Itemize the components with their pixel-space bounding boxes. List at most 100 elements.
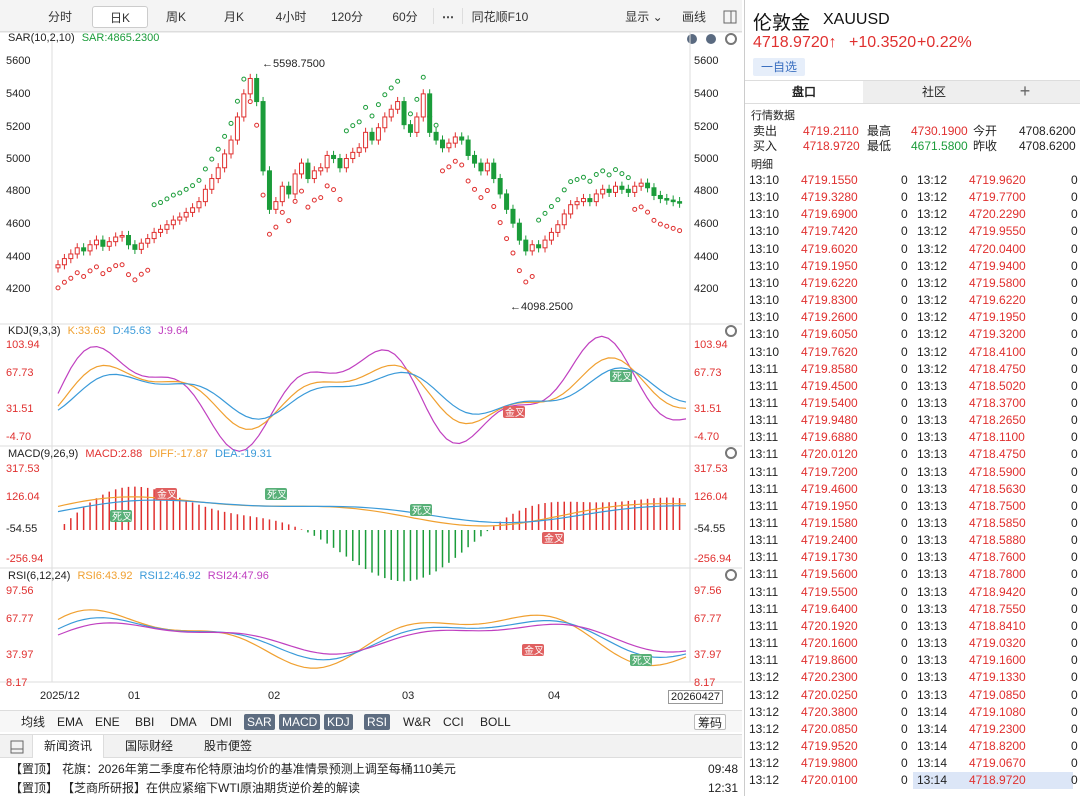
display-menu[interactable]: 显示 ⌄ <box>622 6 666 28</box>
tick-volume: 0 <box>901 653 908 668</box>
sar-dot <box>472 186 478 192</box>
indicator-tab-rsi[interactable]: RSI <box>364 714 391 730</box>
candle <box>299 162 305 175</box>
tick-price: 4719.6880 <box>801 430 858 445</box>
news-time: 12:31 <box>707 781 738 795</box>
tab-monthly-k[interactable]: 月K <box>223 10 244 24</box>
tab-news[interactable]: 新闻资讯 <box>32 735 104 758</box>
f10-button[interactable]: 同花顺F10 <box>471 10 529 24</box>
add-watchlist-button[interactable]: 一自选 <box>753 58 805 76</box>
sar-dot <box>350 123 356 129</box>
tick-price: 4719.1330 <box>969 670 1026 685</box>
candle <box>587 198 593 203</box>
candle <box>401 101 407 126</box>
macd-golden-cross-bg <box>155 488 177 500</box>
tick-volume: 0 <box>1071 584 1078 599</box>
indicator-tab-cci[interactable]: CCI <box>443 715 464 729</box>
tick-time: 13:11 <box>749 584 779 599</box>
tick-price: 4718.7800 <box>969 567 1026 582</box>
tick-volume: 0 <box>1071 293 1078 308</box>
candle <box>55 264 61 269</box>
draw-line-button[interactable]: 画线 <box>681 10 706 24</box>
sar-y-tick: 4800 <box>694 185 719 197</box>
sar-dot <box>529 273 535 279</box>
tick-price: 4719.9480 <box>801 413 858 428</box>
indicator-tab-dma[interactable]: DMA <box>170 715 197 729</box>
tab-stock-notes[interactable]: 股市便签 <box>203 739 252 753</box>
news-headline[interactable]: 花旗：2026年第二季度布伦特原油均价的基准情景预测上调至每桶110美元 <box>62 762 456 776</box>
zoom-in-icon <box>687 34 697 44</box>
tick-price: 4720.0400 <box>969 241 1026 256</box>
kline-chart[interactable]: ←5598.7500 ←4098.2500 死叉 金叉 死叉 金叉 死叉 死叉 金叉 金叉 死叉 S… <box>0 32 742 708</box>
tick-volume: 0 <box>901 327 908 342</box>
sar-dot <box>100 271 106 277</box>
pinned-tag: 【置顶】 <box>10 781 59 795</box>
sar-dot <box>548 204 554 210</box>
candle <box>93 239 99 246</box>
tick-volume: 0 <box>1071 618 1078 633</box>
kdj-y-tick: 103.94 <box>694 339 728 351</box>
sar-dot <box>202 166 208 172</box>
tab-order-book[interactable]: 盘口 <box>745 81 863 103</box>
add-tab-icon[interactable]: + <box>1019 81 1031 101</box>
sar-y-tick: 4800 <box>6 185 31 197</box>
news-item[interactable]: 【置顶】 【芝商所研报】在供应紧缩下WTI原油期货逆价差的解读 12:31 <box>0 779 742 796</box>
indicator-tab-bbi[interactable]: BBI <box>135 715 155 729</box>
sar-dot <box>580 174 586 180</box>
indicator-tab-sar[interactable]: SAR <box>244 714 275 730</box>
tick-volume: 0 <box>901 670 908 685</box>
tick-price: 4719.9400 <box>969 258 1026 273</box>
indicator-tab-wr[interactable]: W&R <box>403 715 431 729</box>
tick-price: 4719.6220 <box>969 293 1026 308</box>
tick-price: 4719.2400 <box>801 533 858 548</box>
tick-time: 13:13 <box>917 533 948 548</box>
rsi12: RSI12:46.92 <box>139 570 201 582</box>
tab-weekly-k[interactable]: 周K <box>165 10 186 24</box>
indicator-tab-[interactable]: 均线 <box>21 715 46 729</box>
news-headline[interactable]: 【芝商所研报】在供应紧缩下WTI原油期货逆价差的解读 <box>62 781 360 795</box>
indicator-tab-dmi[interactable]: DMI <box>210 715 232 729</box>
indicator-tab-kdj[interactable]: KDJ <box>324 714 353 730</box>
news-item[interactable]: 【置顶】 花旗：2026年第二季度布伦特原油均价的基准情景预测上调至每桶110美… <box>0 760 742 779</box>
sar-dot <box>119 262 125 268</box>
tab-4h[interactable]: 4小时 <box>275 10 307 24</box>
tick-price: 4718.5630 <box>969 481 1026 496</box>
x-tick-label: 20260427 <box>668 690 723 704</box>
candle <box>151 231 157 240</box>
candle <box>651 187 657 196</box>
indicator-tab-macd[interactable]: MACD <box>279 714 321 730</box>
more-periods-icon[interactable]: ⋯ <box>442 10 454 24</box>
tick-price: 4719.6400 <box>801 601 858 616</box>
indicator-tab-ene[interactable]: ENE <box>95 715 120 729</box>
tick-time: 13:10 <box>749 327 780 342</box>
tab-intl-finance[interactable]: 国际财经 <box>124 739 173 753</box>
tab-community[interactable]: 社区 <box>921 85 946 99</box>
sar-title: SAR(10,2,10) <box>8 32 75 44</box>
candle <box>606 188 612 193</box>
sar-dot <box>215 146 221 152</box>
tab-120m[interactable]: 120分 <box>330 10 364 24</box>
tab-daily-k[interactable]: 日K <box>92 6 148 28</box>
gear-icon <box>725 569 737 581</box>
tick-volume: 0 <box>1071 190 1078 205</box>
minimize-icon[interactable] <box>6 735 28 758</box>
tick-time: 13:11 <box>749 413 779 428</box>
sar-dot <box>613 167 619 173</box>
sar-dot <box>388 85 394 91</box>
tab-fenshi[interactable]: 分时 <box>47 10 72 24</box>
news-time: 09:48 <box>707 762 738 776</box>
sar-dot <box>433 122 439 128</box>
macd-y-tick: -256.94 <box>6 553 44 565</box>
candle <box>593 193 599 203</box>
indicator-tab-boll[interactable]: BOLL <box>480 715 511 729</box>
tick-price: 4719.9520 <box>801 738 858 753</box>
chip-button[interactable]: 筹码 <box>694 714 727 730</box>
tab-60m[interactable]: 60分 <box>392 10 418 24</box>
tick-price: 4719.2300 <box>969 721 1026 736</box>
collapse-panel-icon[interactable] <box>720 6 740 28</box>
tick-row: 13:11 4719.9480 0 13:13 4718.2650 0 <box>745 412 1080 429</box>
indicator-tab-ema[interactable]: EMA <box>57 715 84 729</box>
candle <box>504 193 510 210</box>
tick-row: 13:10 4719.1950 0 13:12 4719.9400 0 <box>745 258 1080 275</box>
